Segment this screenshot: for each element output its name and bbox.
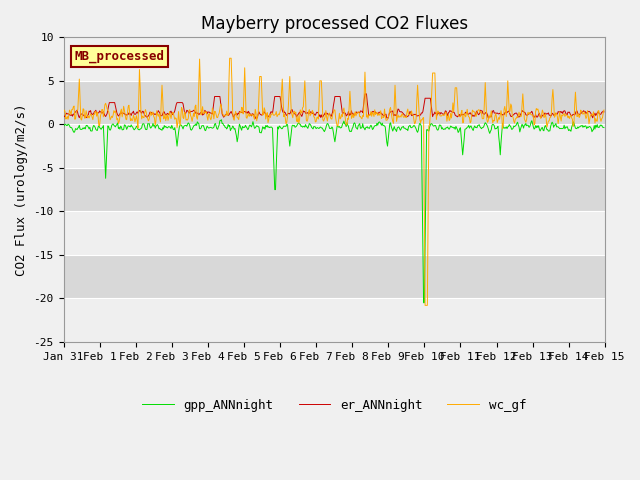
wc_gf: [60, 109, 67, 115]
Y-axis label: CO2 Flux (urology/m2/s): CO2 Flux (urology/m2/s): [15, 103, 28, 276]
wc_gf: [125, 102, 132, 108]
Bar: [63, 299, 605, 342]
gpp_ANNnight: [180, 123, 188, 129]
gpp_ANNnight: [209, 125, 216, 131]
er_ANNnight: [70, 111, 77, 117]
Legend: gpp_ANNnight, er_ANNnight, wc_gf: gpp_ANNnight, er_ANNnight, wc_gf: [137, 394, 531, 417]
gpp_ANNnight: [420, 300, 428, 306]
gpp_ANNnight: [60, 123, 67, 129]
Line: wc_gf: wc_gf: [63, 58, 604, 305]
gpp_ANNnight: [416, 120, 424, 126]
wc_gf: [421, 302, 429, 308]
er_ANNnight: [125, 110, 132, 116]
Title: Mayberry processed CO2 Fluxes: Mayberry processed CO2 Fluxes: [200, 15, 468, 33]
wc_gf: [416, 117, 424, 122]
er_ANNnight: [209, 111, 216, 117]
Bar: [63, 211, 605, 255]
Bar: [63, 37, 605, 81]
gpp_ANNnight: [70, 129, 77, 134]
Bar: [63, 124, 605, 168]
wc_gf: [226, 55, 234, 61]
er_ANNnight: [401, 112, 408, 118]
wc_gf: [600, 107, 608, 113]
er_ANNnight: [180, 105, 188, 111]
wc_gf: [180, 116, 188, 121]
er_ANNnight: [252, 116, 260, 121]
er_ANNnight: [60, 112, 67, 118]
Text: MB_processed: MB_processed: [74, 49, 164, 63]
er_ANNnight: [600, 109, 608, 115]
wc_gf: [209, 105, 216, 111]
Line: gpp_ANNnight: gpp_ANNnight: [63, 120, 604, 303]
er_ANNnight: [417, 112, 424, 118]
er_ANNnight: [361, 91, 369, 97]
gpp_ANNnight: [600, 125, 608, 131]
wc_gf: [70, 104, 77, 110]
gpp_ANNnight: [218, 117, 225, 122]
gpp_ANNnight: [125, 123, 132, 129]
Line: er_ANNnight: er_ANNnight: [63, 94, 604, 119]
wc_gf: [400, 114, 408, 120]
gpp_ANNnight: [400, 125, 408, 131]
